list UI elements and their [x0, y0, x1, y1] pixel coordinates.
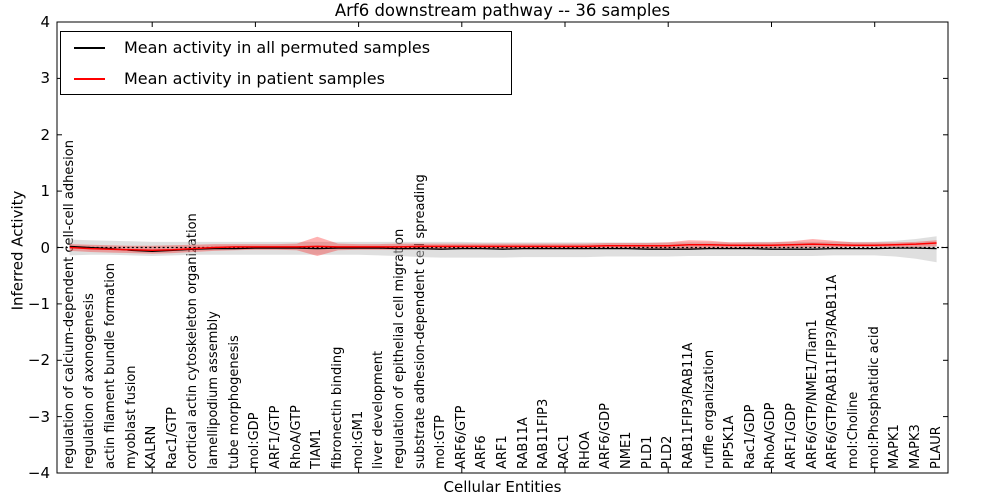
- y-tick-label: 1: [40, 182, 50, 201]
- y-tick-label: 0: [40, 238, 50, 257]
- y-tick-label: 3: [40, 69, 50, 88]
- y-tick-label: −2: [27, 351, 50, 370]
- y-tick-label: 2: [40, 125, 50, 144]
- y-tick-label: −4: [27, 464, 50, 482]
- patient-mean-line: [69, 242, 937, 252]
- y-tick-label: −3: [27, 407, 50, 426]
- legend-label-patient: Mean activity in patient samples: [124, 69, 385, 88]
- chart-title: Arf6 downstream pathway -- 36 samples: [334, 1, 671, 20]
- y-tick-label: −1: [27, 294, 50, 313]
- x-axis-label: Cellular Entities: [443, 478, 562, 496]
- legend-item-patient: Mean activity in patient samples: [61, 63, 511, 94]
- y-tick-label: 4: [40, 13, 50, 31]
- permuted-line-sample: [74, 46, 105, 49]
- patient-line-sample: [74, 77, 105, 80]
- legend-label-permuted: Mean activity in all permuted samples: [124, 38, 431, 57]
- legend-item-permuted: Mean activity in all permuted samples: [61, 32, 511, 63]
- permuted-mean-line: [69, 245, 937, 253]
- legend-box: Mean activity in all permuted samples Me…: [60, 31, 512, 95]
